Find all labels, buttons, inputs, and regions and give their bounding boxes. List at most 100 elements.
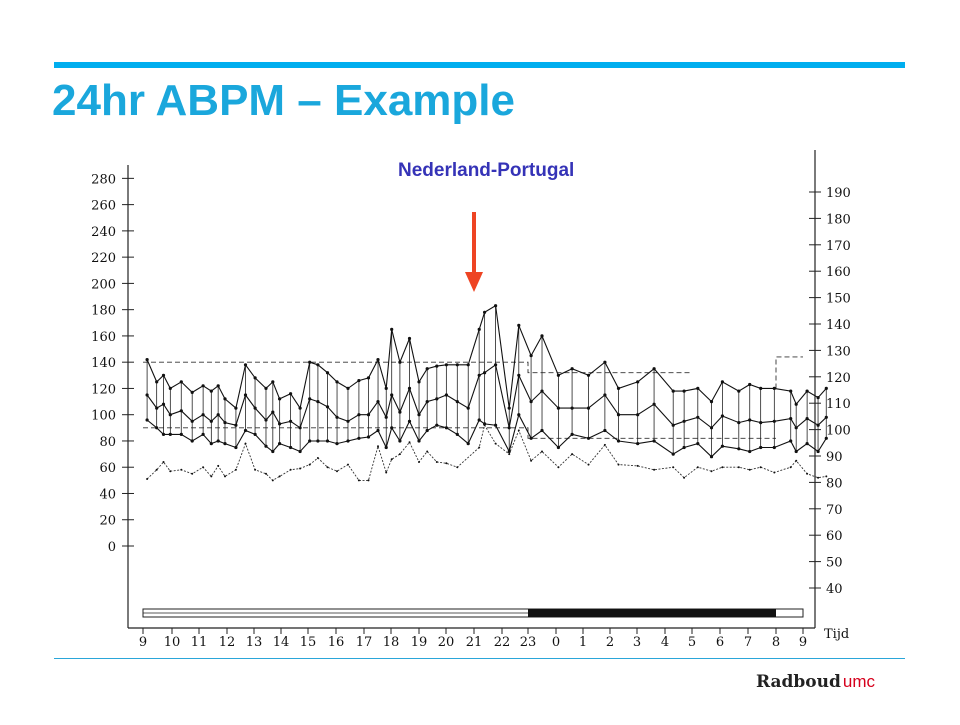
x-tick-label: 2 [606, 635, 614, 650]
data-point [425, 400, 429, 404]
data-point [390, 458, 393, 461]
slide-title: 24hr ABPM – Example [52, 76, 515, 125]
data-point [278, 397, 282, 401]
data-point [517, 429, 520, 432]
data-point [161, 432, 166, 436]
data-point [737, 447, 741, 451]
data-point [507, 406, 511, 410]
data-point [759, 421, 763, 425]
left-tick-label: 140 [91, 356, 116, 371]
right-tick-label: 150 [826, 292, 851, 307]
data-point [466, 406, 470, 410]
data-point [346, 419, 350, 423]
x-tick-label: 0 [552, 635, 560, 650]
x-tick-label: 18 [383, 635, 400, 650]
data-point [455, 432, 459, 436]
footer-divider [54, 658, 905, 659]
x-tick-label: 10 [164, 635, 181, 650]
data-point [201, 384, 205, 388]
data-point [772, 445, 776, 450]
data-point [603, 428, 607, 433]
data-point [652, 367, 656, 371]
left-tick-label: 80 [99, 435, 116, 450]
data-point [805, 417, 809, 421]
data-point [335, 380, 339, 384]
data-point [455, 363, 459, 367]
data-point [709, 455, 714, 459]
left-tick-label: 0 [108, 540, 116, 555]
x-tick-label: 17 [356, 635, 373, 650]
data-point [253, 406, 257, 410]
data-point [202, 466, 205, 469]
x-tick-label: 11 [191, 635, 208, 650]
data-point [216, 413, 220, 417]
data-point [556, 373, 561, 377]
data-point [683, 476, 686, 479]
data-point [507, 449, 511, 454]
x-tick-label: 22 [494, 635, 511, 650]
data-point [298, 426, 302, 430]
right-tick-label: 130 [826, 344, 851, 359]
data-point [298, 406, 302, 410]
data-point [316, 400, 320, 404]
right-tick-label: 120 [826, 371, 851, 386]
data-point [384, 386, 388, 390]
data-point [223, 397, 227, 401]
data-point [825, 475, 828, 478]
data-point [616, 386, 621, 390]
data-point [145, 358, 149, 362]
data-point [376, 428, 380, 433]
data-point [530, 459, 533, 462]
data-point [720, 414, 725, 418]
data-point [162, 461, 165, 463]
data-point [271, 380, 275, 384]
data-point [816, 423, 820, 427]
left-tick-label: 160 [91, 330, 116, 345]
data-point [444, 363, 448, 367]
data-point [265, 472, 267, 475]
data-point [709, 400, 714, 404]
data-point [696, 415, 700, 419]
data-point [586, 436, 591, 440]
data-point [298, 449, 302, 454]
x-tick-label: 14 [273, 635, 290, 650]
measurement-connectors [146, 305, 827, 457]
data-point [816, 449, 820, 454]
data-point [794, 449, 798, 454]
data-point [759, 445, 763, 450]
data-point [418, 461, 420, 463]
right-tick-label: 80 [826, 476, 843, 491]
x-tick-label: 5 [688, 635, 696, 650]
x-tick-label: 8 [772, 635, 780, 650]
data-point [603, 393, 607, 397]
data-point [748, 418, 752, 422]
data-point [346, 386, 350, 390]
x-tick-label: 19 [411, 635, 428, 650]
morning-limit [775, 356, 803, 389]
data-point [264, 418, 268, 422]
data-point [145, 418, 149, 422]
data-point [571, 453, 574, 456]
data-point [384, 445, 388, 450]
data-point [190, 419, 194, 423]
data-point [682, 389, 686, 393]
data-point [617, 463, 620, 466]
data-point [244, 442, 247, 445]
x-tick-label: 21 [466, 635, 483, 650]
data-point [671, 452, 675, 456]
data-point [168, 413, 172, 417]
data-point [316, 363, 320, 367]
data-point [398, 360, 402, 364]
data-point [408, 441, 411, 444]
x-tick-label: 9 [139, 635, 147, 650]
x-axis-label: Tijd [824, 627, 849, 642]
data-point [466, 442, 470, 446]
data-point [325, 405, 330, 409]
data-point [748, 382, 752, 387]
data-point [816, 396, 820, 400]
series-line [146, 424, 827, 481]
data-point [377, 445, 379, 448]
data-point [398, 410, 402, 414]
series-line [146, 304, 827, 410]
annotation-label: Nederland-Portugal [398, 160, 575, 181]
